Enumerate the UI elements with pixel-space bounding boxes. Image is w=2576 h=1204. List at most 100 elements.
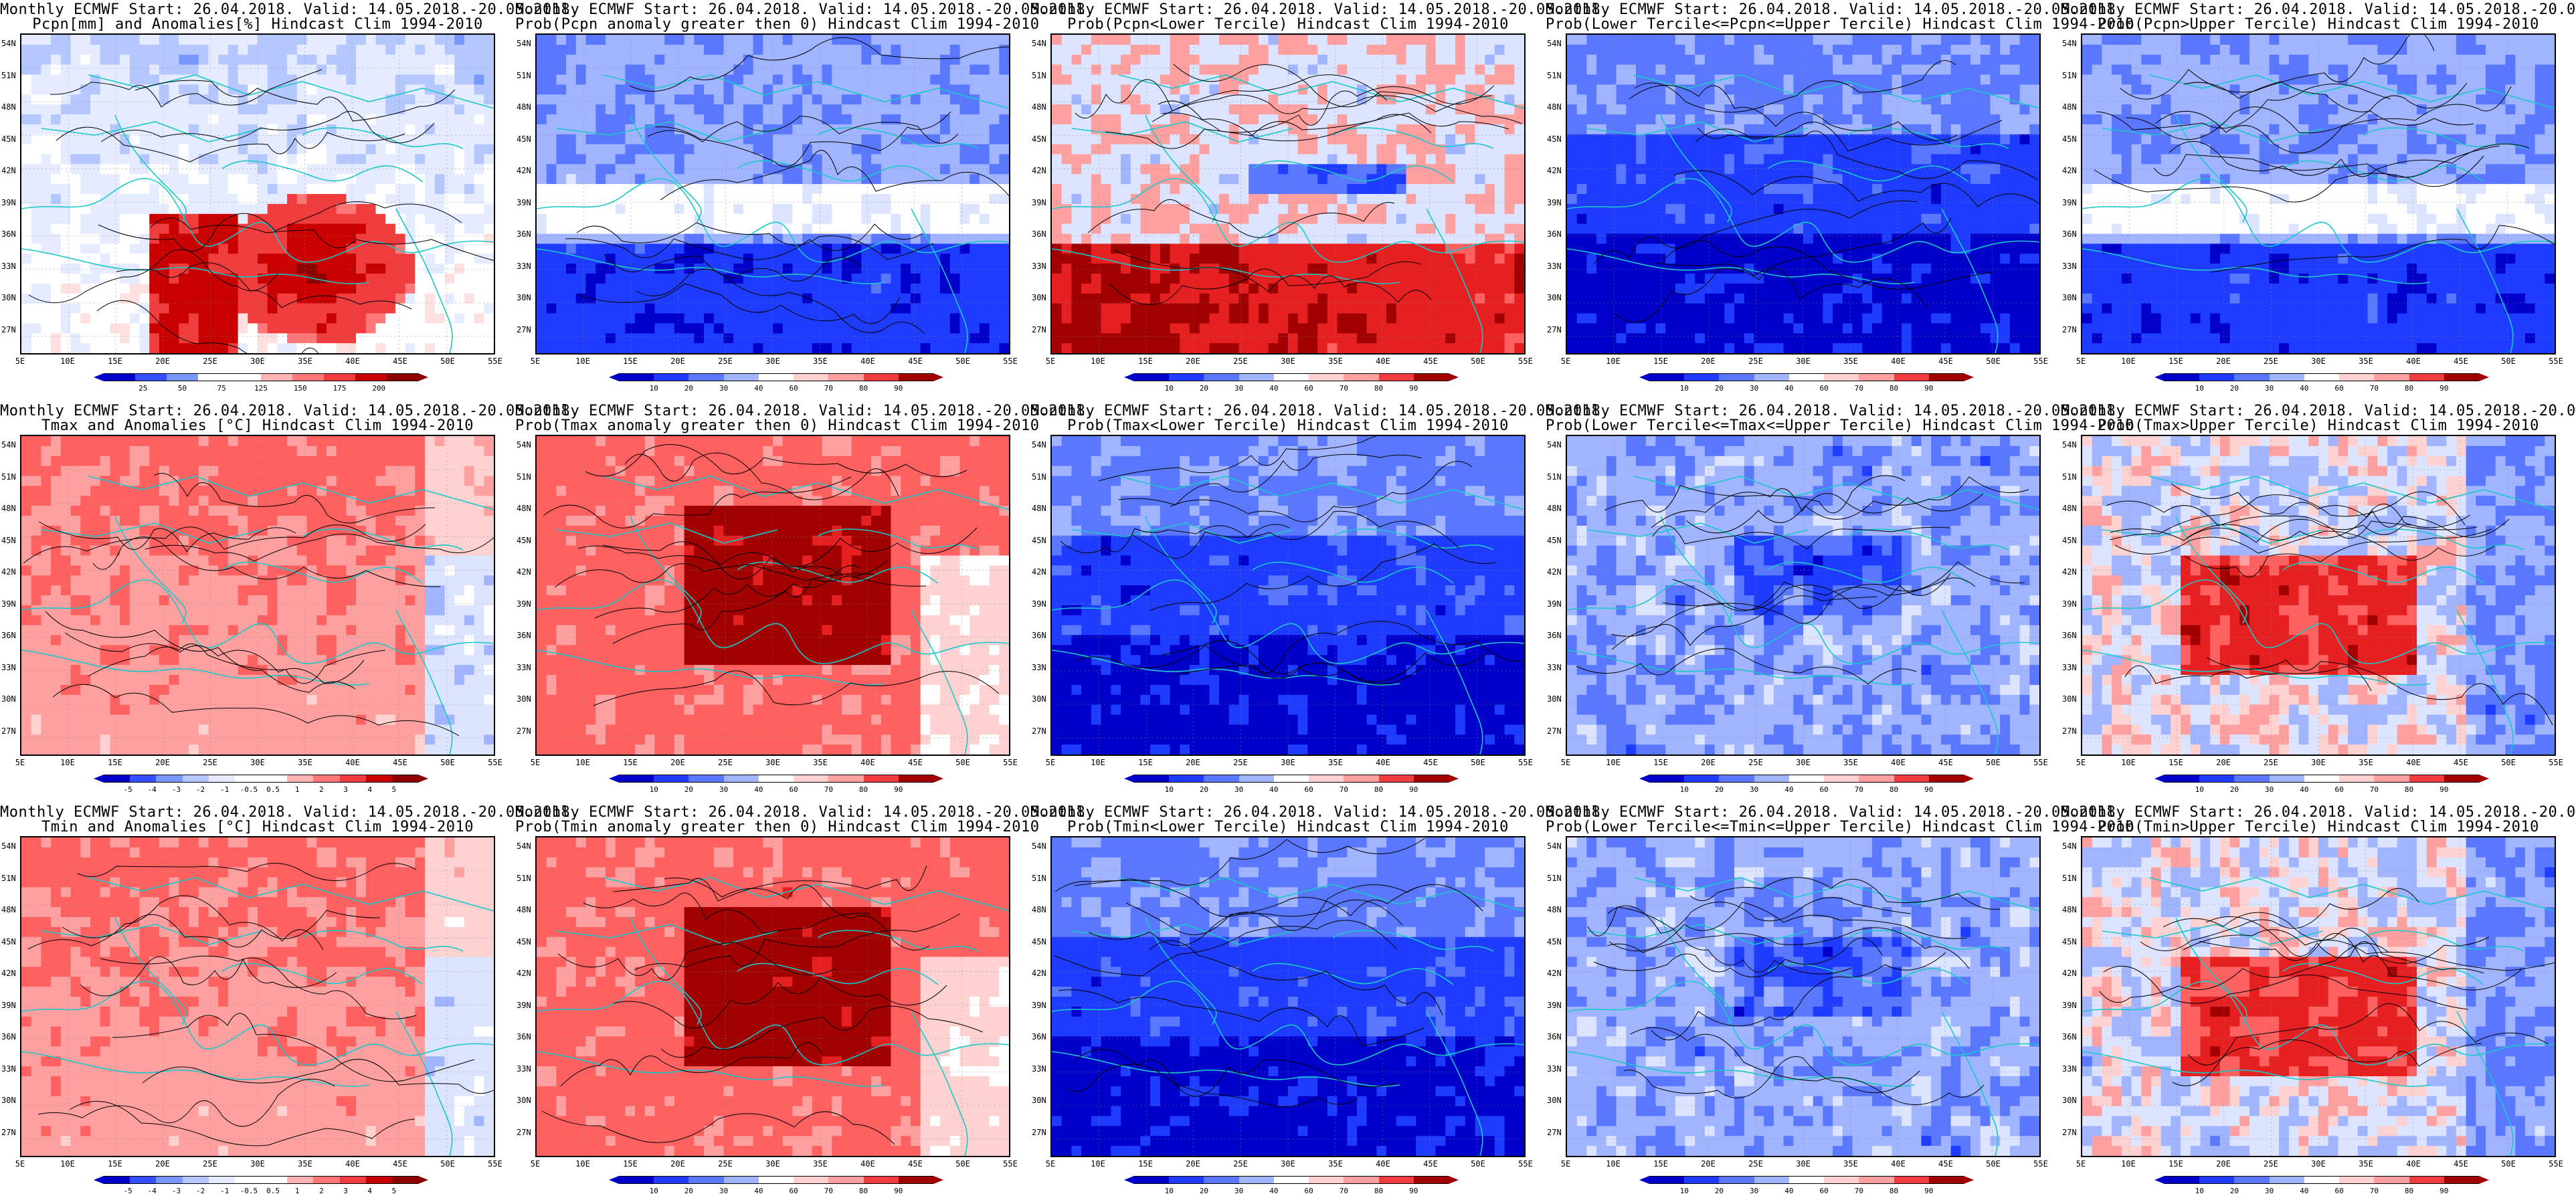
latitude-label: 48N <box>517 905 531 914</box>
longitude-label: 5E <box>15 1159 25 1169</box>
colorbar-tick-label: 60 <box>2334 785 2343 794</box>
colorbar-swatch <box>654 1176 689 1184</box>
latitude-label: 36N <box>2062 1032 2077 1041</box>
latitude-label: 33N <box>1547 262 1562 271</box>
latitude-label: 54N <box>1 39 16 48</box>
colorbar-swatch <box>1859 775 1895 783</box>
colorbar-swatch <box>1928 775 1964 783</box>
colorbar-tick-label: -4 <box>148 785 157 794</box>
latitude-label: 45N <box>517 536 531 545</box>
latitude-label: 45N <box>1032 536 1046 545</box>
colorbar-tick-label: 20 <box>684 785 693 794</box>
panel-subtitle: Prob(Tmin<Lower Tercile) Hindcast Clim 1… <box>1030 819 1546 835</box>
colorbar <box>1639 373 1974 381</box>
colorbar-swatch <box>1413 373 1449 381</box>
colorbar-swatch <box>1894 373 1930 381</box>
colorbar-swatch <box>1824 373 1859 381</box>
longitude-label: 25E <box>1233 357 1248 366</box>
colorbar-right-arrow <box>1964 373 1974 381</box>
colorbar-tick-label: 40 <box>1269 1187 1278 1195</box>
panel-title: Monthly ECMWF Start: 26.04.2018. Valid: … <box>515 804 1094 821</box>
latitude-label: 42N <box>1547 969 1562 978</box>
colorbar-tick-label: 90 <box>894 1187 903 1195</box>
map-shading <box>537 35 1009 353</box>
colorbar-swatch <box>198 373 230 381</box>
colorbar-tick-label: 90 <box>1409 1187 1418 1195</box>
map-area <box>20 435 495 756</box>
colorbar-swatch <box>1649 1176 1685 1184</box>
longitude-label: 20E <box>155 357 170 366</box>
colorbar-tick-label: 30 <box>2265 1187 2274 1195</box>
longitude-label: 25E <box>203 758 217 767</box>
latitude-label: 48N <box>2062 504 2077 513</box>
colorbar-tick-label: 80 <box>859 785 868 794</box>
latitude-label: 54N <box>1547 39 1562 48</box>
colorbar-swatch <box>794 373 829 381</box>
map-canvas <box>537 436 1009 755</box>
map-shading <box>21 837 494 1156</box>
colorbar-tick-label: 125 <box>254 384 268 393</box>
colorbar-tick-label: 90 <box>1924 384 1933 393</box>
colorbar-tick-label: 90 <box>1924 785 1933 794</box>
latitude-label: 39N <box>1 198 16 207</box>
latitude-label: 27N <box>1 325 16 334</box>
colorbar-tick-label: 40 <box>1784 1187 1793 1195</box>
longitude-label: 50E <box>1471 758 1485 767</box>
map-canvas <box>1052 35 1524 353</box>
map-area <box>20 836 495 1157</box>
latitude-label: 36N <box>1 229 16 239</box>
longitude-label: 10E <box>2121 758 2136 767</box>
colorbar-tick-label: 60 <box>1819 785 1828 794</box>
colorbar <box>1124 775 1459 783</box>
latitude-label: 39N <box>1032 198 1046 207</box>
longitude-label: 30E <box>2311 357 2326 366</box>
colorbar-tick-label: 70 <box>824 384 833 393</box>
map-graticule <box>1567 436 2039 755</box>
colorbar <box>1124 1176 1459 1184</box>
map-area <box>1050 435 1526 756</box>
coastline-layer <box>21 877 494 1156</box>
latitude-label: 42N <box>1032 969 1046 978</box>
longitude-label: 5E <box>15 357 25 366</box>
map-shading <box>2082 837 2555 1156</box>
map-graticule <box>1052 436 1524 755</box>
colorbar-tick-label: 30 <box>719 1187 728 1195</box>
latitude-label: 30N <box>517 293 531 302</box>
colorbar-tick-label: 40 <box>2300 785 2308 794</box>
colorbar-swatch <box>828 1176 864 1184</box>
longitude-label: 15E <box>623 357 638 366</box>
longitude-label: 30E <box>1281 1159 1295 1169</box>
colorbar-swatch <box>104 775 130 783</box>
latitude-label: 30N <box>517 1096 531 1105</box>
map-graticule <box>537 837 1009 1156</box>
colorbar-tick-label: 150 <box>294 384 307 393</box>
longitude-label: 30E <box>765 1159 780 1169</box>
longitude-label: 45E <box>1938 758 1953 767</box>
colorbar-swatch <box>365 775 393 783</box>
colorbar-tick-label: 90 <box>894 384 903 393</box>
colorbar-tick-label: 80 <box>859 1187 868 1195</box>
latitude-label: 27N <box>1032 325 1046 334</box>
longitude-label: 50E <box>2501 758 2516 767</box>
latitude-label: 33N <box>1 663 16 672</box>
longitude-label: 35E <box>1328 1159 1343 1169</box>
longitude-label: 25E <box>2264 357 2278 366</box>
latitude-label: 42N <box>517 166 531 175</box>
colorbar-left-arrow <box>94 775 104 783</box>
latitude-label: 39N <box>1547 1001 1562 1010</box>
colorbar-swatch <box>313 775 340 783</box>
longitude-label: 45E <box>1423 1159 1438 1169</box>
latitude-label: 36N <box>2062 631 2077 640</box>
longitude-label: 45E <box>1423 758 1438 767</box>
longitude-label: 5E <box>1046 758 1055 767</box>
panel-subtitle: Prob(Lower Tercile<=Pcpn<=Upper Tercile)… <box>1546 16 2134 33</box>
longitude-label: 15E <box>108 1159 122 1169</box>
colorbar-tick-label: 10 <box>1165 384 1174 393</box>
longitude-label: 25E <box>203 1159 217 1169</box>
forecast-panel: Monthly ECMWF Start: 26.04.2018. Valid: … <box>515 401 1094 803</box>
colorbar-swatch <box>391 775 419 783</box>
panel-subtitle: Prob(Tmax anomaly greater then 0) Hindca… <box>515 417 1039 434</box>
colorbar-left-arrow <box>1124 775 1134 783</box>
colorbar-swatch <box>828 373 864 381</box>
coastline-layer <box>1567 74 2039 353</box>
